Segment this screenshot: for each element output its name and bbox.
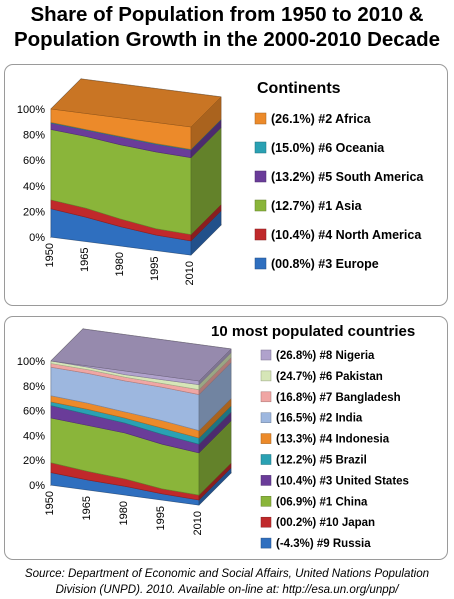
legend-label: (00.2%) #10 Japan bbox=[276, 517, 375, 529]
legend-swatch bbox=[260, 454, 272, 465]
legend-label: (10.4%) #4 North America bbox=[271, 228, 422, 242]
legend-swatch bbox=[260, 516, 272, 528]
legend-swatch bbox=[254, 112, 267, 125]
legend-label: (16.8%) #7 Bangladesh bbox=[276, 392, 401, 404]
legend-label: (-4.3%) #9 Russia bbox=[276, 538, 371, 550]
legend-label: (10.4%) #3 United States bbox=[276, 475, 409, 487]
x-tick-label: 2010 bbox=[192, 511, 204, 535]
source-note: Source: Department of Economic and Socia… bbox=[0, 566, 454, 598]
source-line-2: Division (UNPD). 2010. Available on-line… bbox=[55, 583, 399, 596]
x-tick-label: 1965 bbox=[79, 248, 91, 272]
continents-panel: 0% 20% 40% 60% 80% 100% 1950 1965 1980 1995 2010 Co… bbox=[4, 64, 448, 306]
area-top-face bbox=[50, 328, 232, 382]
y-tick-label: 0% bbox=[29, 232, 45, 244]
y-tick-label: 100% bbox=[17, 356, 45, 368]
source-line-1: Source: Department of Economic and Socia… bbox=[24, 567, 430, 580]
legend-label: (16.5%) #2 India bbox=[276, 413, 363, 425]
y-tick-label: 20% bbox=[23, 206, 45, 218]
legend-label: (26.8%) #8 Nigeria bbox=[276, 350, 375, 362]
legend-swatch bbox=[260, 412, 272, 423]
y-tick-label: 40% bbox=[23, 181, 45, 193]
x-tick-label: 1995 bbox=[149, 257, 161, 281]
y-tick-label: 40% bbox=[23, 430, 45, 442]
legend-label: (15.0%) #6 Oceania bbox=[271, 141, 385, 155]
legend-swatch bbox=[260, 496, 272, 507]
chart-subtitle: Continents bbox=[257, 80, 341, 97]
chart-title: Share of Population from 1950 to 2010 & … bbox=[0, 2, 454, 52]
legend-label: (13.2%) #5 South America bbox=[271, 170, 424, 184]
x-tick-label: 1995 bbox=[155, 506, 167, 530]
y-tick-label: 80% bbox=[23, 381, 45, 393]
y-tick-label: 20% bbox=[23, 455, 45, 467]
title-line-2: Population Growth in the 2000-2010 Decad… bbox=[13, 28, 441, 51]
title-line-1: Share of Population from 1950 to 2010 & bbox=[30, 3, 424, 26]
legend-swatch bbox=[260, 349, 272, 361]
chart-subtitle: 10 most populated countries bbox=[211, 323, 415, 340]
legend-swatch bbox=[260, 391, 272, 403]
legend-label: (06.9%) #1 China bbox=[276, 496, 368, 508]
countries-chart: 0% 20% 40% 60% 80% 100% 1950 1965 1980 1995 2010 10… bbox=[17, 323, 415, 550]
y-tick-label: 0% bbox=[29, 480, 45, 492]
legend-swatch bbox=[260, 475, 272, 486]
legend-swatch bbox=[254, 199, 267, 212]
legend-label: (12.2%) #5 Brazil bbox=[276, 455, 367, 467]
y-tick-label: 60% bbox=[23, 155, 45, 167]
countries-panel: 0% 20% 40% 60% 80% 100% 1950 1965 1980 1995 2010 10… bbox=[4, 316, 448, 560]
x-tick-label: 1950 bbox=[44, 491, 56, 515]
legend-swatch bbox=[260, 433, 272, 444]
x-tick-label: 1965 bbox=[81, 496, 93, 520]
area-top-face bbox=[50, 78, 222, 128]
legend-label: (13.3%) #4 Indonesia bbox=[276, 434, 390, 446]
x-tick-label: 2010 bbox=[184, 261, 196, 285]
legend-swatch bbox=[254, 228, 267, 241]
legend-swatch bbox=[260, 537, 272, 549]
legend-label: (12.7%) #1 Asia bbox=[271, 199, 363, 213]
y-tick-label: 60% bbox=[23, 406, 45, 418]
legend-swatch bbox=[260, 370, 272, 382]
continents-chart: 0% 20% 40% 60% 80% 100% 1950 1965 1980 1995 2010 Co… bbox=[17, 77, 424, 285]
y-tick-label: 100% bbox=[17, 104, 45, 116]
legend-swatch bbox=[254, 170, 267, 183]
x-tick-label: 1950 bbox=[44, 243, 56, 267]
legend-label: (00.8%) #3 Europe bbox=[271, 257, 379, 271]
x-tick-label: 1980 bbox=[114, 252, 126, 276]
legend-label: (26.1%) #2 Africa bbox=[271, 112, 372, 126]
x-tick-label: 1980 bbox=[118, 501, 130, 525]
legend-swatch bbox=[254, 141, 267, 154]
legend-label: (24.7%) #6 Pakistan bbox=[276, 371, 383, 383]
legend-swatch bbox=[254, 257, 267, 270]
y-tick-label: 80% bbox=[23, 130, 45, 142]
